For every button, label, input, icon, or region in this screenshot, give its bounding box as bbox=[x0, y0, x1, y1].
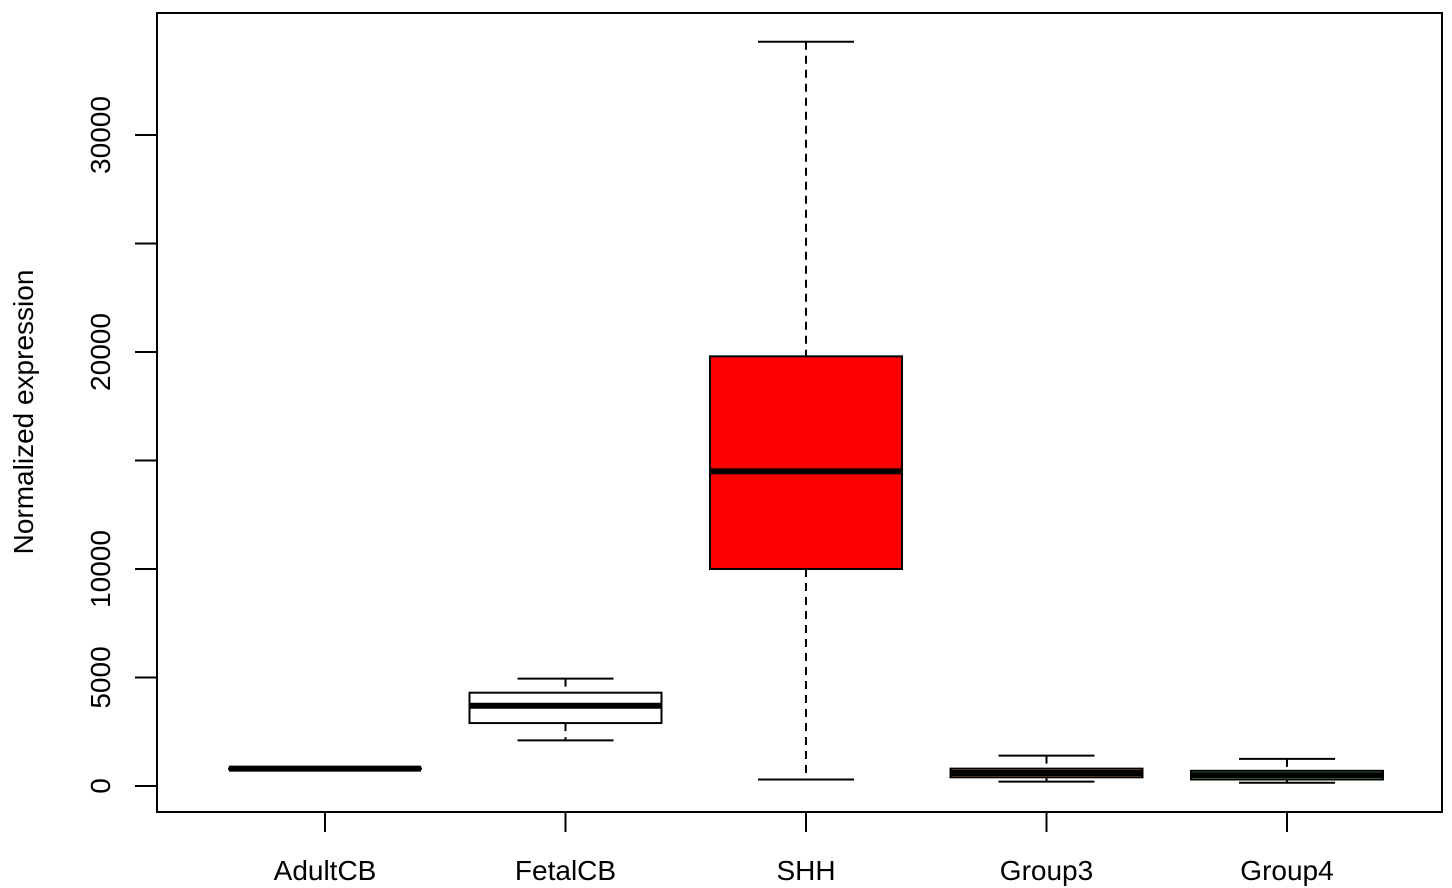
y-axis-label: Normalized expression bbox=[8, 270, 39, 555]
box-shh bbox=[709, 40, 903, 781]
x-axis: AdultCB FetalCB SHH Group3 Group4 bbox=[274, 811, 1334, 886]
x-tick-label: SHH bbox=[776, 855, 835, 886]
x-tick-label: AdultCB bbox=[274, 855, 377, 886]
box-iqr bbox=[709, 355, 903, 570]
y-tick-label: 30000 bbox=[85, 96, 116, 174]
x-tick-label: FetalCB bbox=[515, 855, 616, 886]
y-tick-label: 0 bbox=[85, 778, 116, 794]
box-group4 bbox=[1190, 757, 1384, 784]
y-tick-label: 20000 bbox=[85, 313, 116, 391]
y-tick-label: 10000 bbox=[85, 530, 116, 608]
box-group3 bbox=[949, 754, 1144, 783]
box-adultcb bbox=[228, 765, 422, 772]
y-axis: 0 5000 10000 20000 30000 bbox=[85, 96, 158, 794]
x-tick-label: Group3 bbox=[1000, 855, 1093, 886]
boxes bbox=[228, 40, 1384, 784]
x-tick-label: Group4 bbox=[1240, 855, 1333, 886]
box-fetalcb bbox=[468, 677, 663, 742]
y-tick-label: 5000 bbox=[85, 646, 116, 708]
